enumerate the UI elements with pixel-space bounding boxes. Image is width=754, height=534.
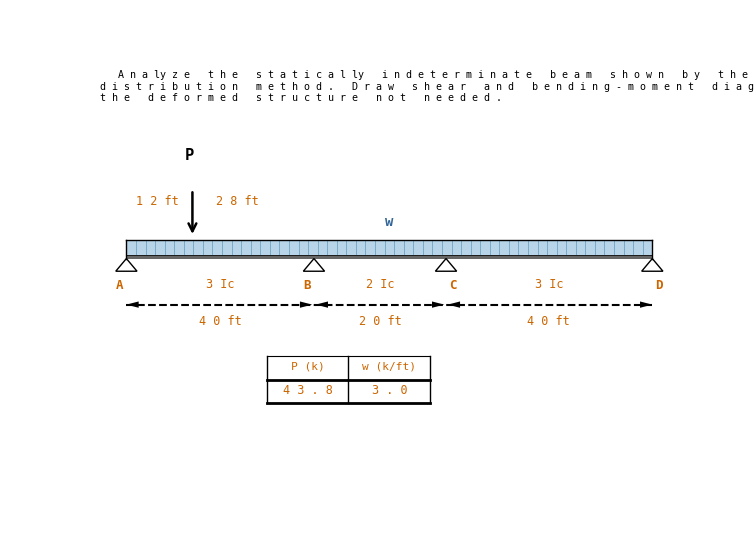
Text: A: A [116,279,124,292]
Polygon shape [127,302,139,308]
Polygon shape [316,302,328,308]
Text: 2 8 ft: 2 8 ft [216,195,259,208]
Bar [127,240,652,255]
Text: A n a ly z e   t h e   s t a t i c a l ly   i n d e t e r m i n a t e   b e a m : A n a ly z e t h e s t a t i c a l ly i … [100,70,754,80]
Text: D: D [655,279,663,292]
Polygon shape [432,302,444,308]
Text: 2 Ic: 2 Ic [366,278,394,290]
Text: 2 0 ft: 2 0 ft [359,315,401,327]
Text: 4 3 . 8: 4 3 . 8 [283,384,333,397]
Text: t h e   d e f o r m e d   s t r u c t u r e   n o t   n e e d e d .: t h e d e f o r m e d s t r u c t u r e … [100,93,502,103]
Polygon shape [448,302,460,308]
Text: P (k): P (k) [290,362,324,372]
Text: w (k/ft): w (k/ft) [363,362,416,372]
Bar [127,255,652,258]
Text: d i s t r i b u t i o n   m e t h o d .   D r a w   s h e a r   a n d   b e n d : d i s t r i b u t i o n m e t h o d . D … [100,82,754,92]
Text: 3 Ic: 3 Ic [206,278,234,290]
Text: 1 2 ft: 1 2 ft [136,195,179,208]
Polygon shape [640,302,652,308]
Text: w: w [385,215,394,230]
Polygon shape [300,302,312,308]
Text: C: C [449,279,456,292]
Text: 4 0 ft: 4 0 ft [198,315,241,327]
Text: 3 Ic: 3 Ic [535,278,563,290]
Text: 3 . 0: 3 . 0 [372,384,407,397]
Text: 4 0 ft: 4 0 ft [528,315,570,327]
Text: P: P [184,148,194,163]
Text: B: B [304,279,311,292]
